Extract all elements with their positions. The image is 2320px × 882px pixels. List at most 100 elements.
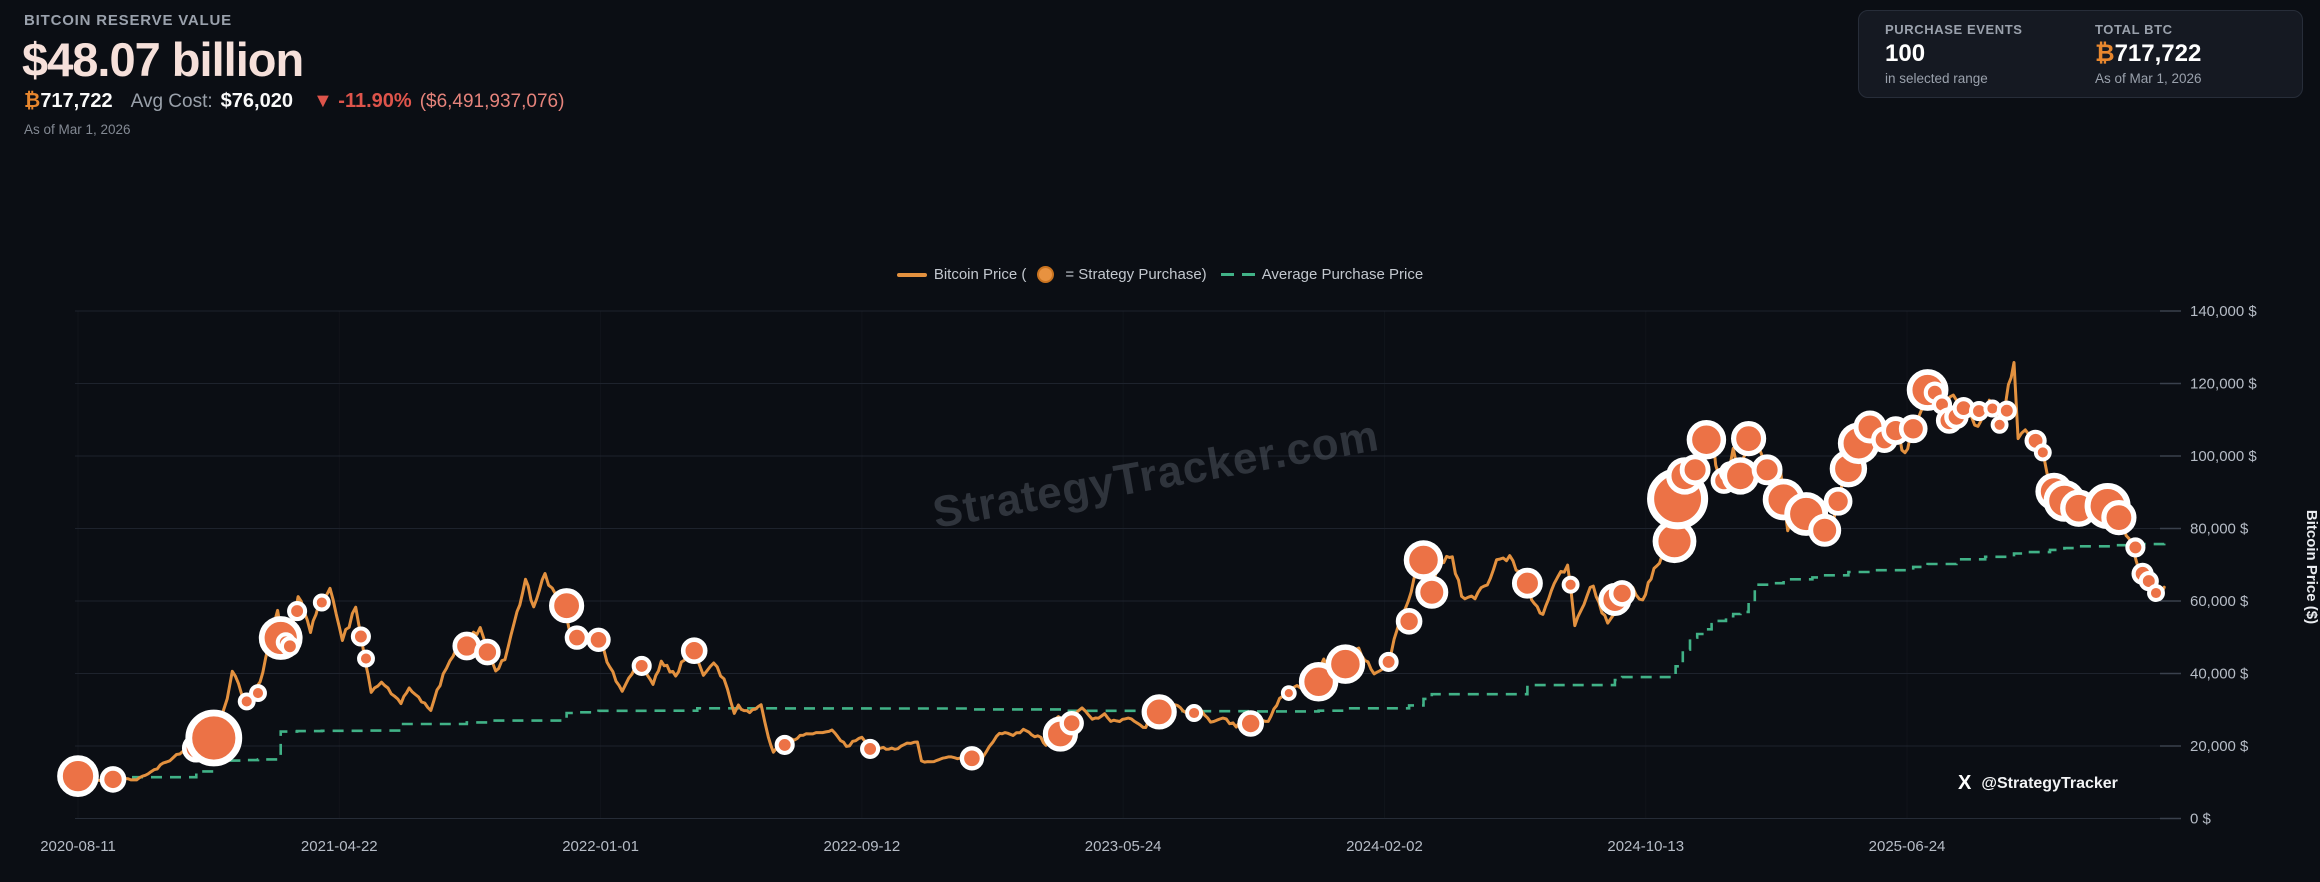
chart-axis-labels: 0 $ 20,000 $ 40,000 $ 60,000 $ 80,000 $ 100,0…	[40, 303, 2320, 855]
purchase-bubble[interactable]	[959, 746, 985, 771]
header-stats-row: ₿717,722 Avg Cost: $76,020 ▼ -11.90% ($6…	[24, 90, 564, 113]
purchase-bubble[interactable]	[586, 627, 611, 652]
purchase-bubble[interactable]	[279, 636, 300, 657]
down-arrow-icon: ▼	[312, 90, 333, 112]
purchase-bubble[interactable]	[1679, 454, 1711, 486]
purchase-bubble[interactable]	[2033, 443, 2052, 462]
purchase-bubble[interactable]	[357, 649, 375, 668]
purchase-bubble[interactable]	[1280, 685, 1297, 701]
purchase-bubble[interactable]	[99, 766, 127, 793]
legend-average-price: Average Purchase Price	[1220, 266, 1424, 283]
svg-text:2020-08-11: 2020-08-11	[40, 838, 116, 855]
purchase-bubble[interactable]	[1823, 486, 1853, 516]
purchase-bubble[interactable]	[1686, 419, 1727, 460]
reserve-value: $48.07 billion	[22, 33, 304, 86]
purchase-bubble[interactable]	[1751, 454, 1783, 486]
purchase-bubble[interactable]	[1237, 710, 1264, 737]
bitcoin-icon: ₿	[24, 90, 41, 112]
chart-legend: Bitcoin Price ( = Strategy Purchase) Ave…	[0, 266, 2320, 283]
svg-text:2025-06-24: 2025-06-24	[1869, 838, 1946, 855]
legend-bitcoin-price: Bitcoin Price ( = Strategy Purchase)	[896, 266, 1207, 283]
svg-text:2022-01-01: 2022-01-01	[562, 838, 639, 855]
purchase-bubble[interactable]	[1561, 575, 1580, 594]
purchase-bubble[interactable]	[564, 625, 590, 650]
price-line-swatch-icon	[896, 272, 927, 277]
purchase-bubble[interactable]	[680, 637, 708, 665]
as-of-date: As of Mar 1, 2026	[24, 122, 131, 137]
svg-text:2024-10-13: 2024-10-13	[1607, 838, 1684, 855]
total-btc-label: TOTAL BTC	[2095, 22, 2173, 37]
total-btc-sub: As of Mar 1, 2026	[2095, 71, 2202, 86]
strategy-purchase-bubbles[interactable]	[57, 369, 2165, 797]
legend-price-text-post: = Strategy Purchase)	[1065, 266, 1207, 283]
change-percent-value: -11.90%	[338, 90, 412, 112]
svg-text:0 $: 0 $	[2190, 811, 2212, 828]
change-absolute: ($6,491,937,076)	[419, 91, 565, 112]
purchase-bubble[interactable]	[57, 755, 99, 797]
purchase-bubble[interactable]	[1415, 575, 1449, 609]
avg-line-swatch-icon	[1220, 272, 1255, 277]
svg-text:2022-09-12: 2022-09-12	[824, 838, 901, 855]
svg-text:140,000 $: 140,000 $	[2190, 303, 2257, 320]
avg-cost-value: $76,020	[220, 90, 293, 112]
purchase-bubble[interactable]	[312, 593, 331, 612]
svg-text:80,000 $: 80,000 $	[2190, 521, 2249, 538]
bitcoin-icon: ₿	[2095, 40, 2115, 67]
purchase-bubble[interactable]	[474, 638, 501, 666]
legend-avg-text: Average Purchase Price	[1261, 266, 1424, 283]
summary-card: PURCHASE EVENTS 100 in selected range TO…	[1858, 10, 2303, 98]
total-btc-amount: 717,722	[2114, 40, 2202, 67]
purchase-bubble[interactable]	[1298, 662, 1339, 702]
svg-text:2023-05-24: 2023-05-24	[1085, 838, 1162, 855]
purchase-bubble[interactable]	[1185, 704, 1204, 722]
purchase-bubble[interactable]	[1990, 415, 2009, 434]
purchase-bubble[interactable]	[1395, 607, 1423, 635]
purchase-events-label: PURCHASE EVENTS	[1885, 22, 2023, 37]
total-btc-value: ₿717,722	[2095, 40, 2202, 68]
x-logo-icon: X	[1958, 772, 1972, 794]
average-purchase-price-line	[113, 542, 2166, 779]
purchase-bubble[interactable]	[1996, 400, 2017, 421]
purchase-bubble[interactable]	[1325, 644, 1366, 684]
purchase-bubble[interactable]	[860, 738, 881, 759]
change-percent: ▼ -11.90%	[313, 90, 412, 113]
svg-text:40,000 $: 40,000 $	[2190, 666, 2249, 683]
purchase-bubble[interactable]	[350, 626, 371, 647]
purchase-bubble[interactable]	[2147, 584, 2165, 602]
page-title: BITCOIN RESERVE VALUE	[24, 12, 232, 29]
purchase-events-sub: in selected range	[1885, 71, 1988, 86]
purchase-bubble[interactable]	[631, 655, 652, 676]
svg-text:Bitcoin Price ($): Bitcoin Price ($)	[2303, 510, 2320, 624]
purchase-bubble[interactable]	[287, 601, 308, 622]
purchase-bubble[interactable]	[1898, 414, 1928, 444]
purchase-bubble[interactable]	[1403, 540, 1444, 580]
svg-text:2021-04-22: 2021-04-22	[301, 838, 378, 855]
svg-text:20,000 $: 20,000 $	[2190, 738, 2249, 755]
purchase-bubble[interactable]	[1059, 711, 1084, 736]
purchase-bubble[interactable]	[1608, 580, 1636, 607]
purchase-bubble[interactable]	[2101, 499, 2137, 536]
purchase-bubble[interactable]	[1808, 513, 1842, 547]
purchase-bubble[interactable]	[774, 734, 795, 755]
credit-handle: @StrategyTracker	[1981, 774, 2118, 792]
purchase-bubble[interactable]	[548, 588, 585, 624]
btc-amount: ₿717,722	[24, 90, 113, 113]
purchase-bubble[interactable]	[1721, 457, 1760, 495]
purchase-bubble[interactable]	[2125, 537, 2146, 558]
svg-text:120,000 $: 120,000 $	[2190, 376, 2257, 393]
svg-text:100,000 $: 100,000 $	[2190, 448, 2257, 465]
chart-gridlines	[75, 310, 2181, 820]
btc-amount-value: 717,722	[40, 90, 113, 112]
purchase-bubble[interactable]	[1378, 651, 1399, 672]
purchase-events-stat: PURCHASE EVENTS 100 in selected range	[1885, 22, 2095, 86]
legend-price-text-pre: Bitcoin Price (	[933, 266, 1027, 283]
purchase-bubble[interactable]	[1141, 694, 1177, 730]
purchase-bubble[interactable]	[185, 709, 243, 767]
purchase-bubble[interactable]	[249, 684, 267, 703]
purchase-bubble[interactable]	[1730, 421, 1767, 457]
purchase-bubble[interactable]	[237, 692, 256, 711]
purchase-bubble[interactable]	[1511, 567, 1543, 599]
avg-cost-label: Avg Cost:	[130, 91, 213, 112]
svg-text:2024-02-02: 2024-02-02	[1346, 838, 1423, 855]
